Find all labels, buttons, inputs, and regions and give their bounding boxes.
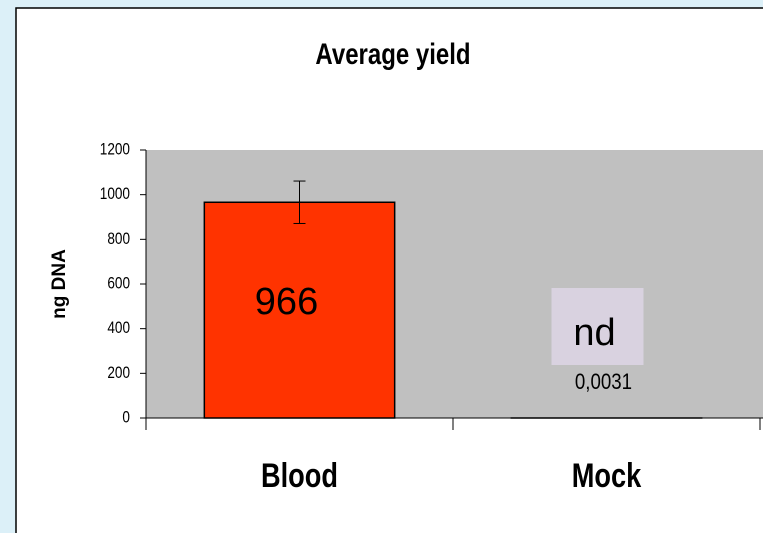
annotation: nd [573,312,615,354]
x-tick-label: Blood [261,456,338,495]
value-label: 966 [255,281,318,323]
x-tick-label: Mock [572,456,642,495]
y-tick-label: 0 [122,408,130,427]
y-tick-label: 800 [107,229,130,248]
y-tick-label: 600 [107,274,130,293]
y-tick-label: 200 [107,363,130,382]
value-label: 0,0031 [575,370,632,394]
chart-title: Average yield [315,36,470,70]
y-axis-label: ng DNA [49,249,70,319]
annotation-box [551,288,644,365]
y-tick-label: 1200 [100,140,130,159]
y-tick-label: 400 [107,319,130,338]
y-tick-label: 1000 [100,185,130,204]
bar [203,201,396,419]
